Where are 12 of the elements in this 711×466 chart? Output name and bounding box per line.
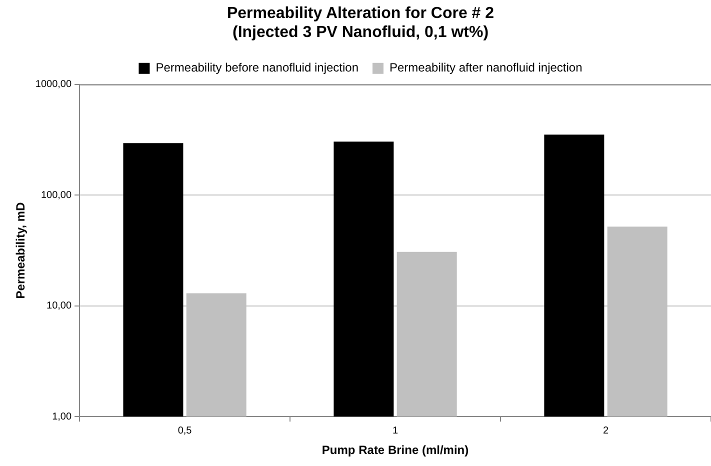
y-axis-title: Permeability, mD [14, 202, 28, 299]
y-tick-label: 100,00 [40, 190, 72, 201]
chart-title: Permeability Alteration for Core # 2 (Injected 3 PV Nanofluid, 0,1 wt%) [226, 5, 494, 42]
legend-label: Permeability after nanofluid injection [390, 60, 582, 75]
y-tick-label: 1,00 [52, 411, 72, 422]
x-axis-title: Pump Rate Brine (ml/min) [322, 443, 469, 458]
legend-label: Permeability before nanofluid injection [156, 60, 359, 75]
x-tick-label: 2 [602, 425, 609, 436]
y-tick-label: 10,00 [46, 300, 72, 312]
y-tick-label: 1000,00 [35, 79, 72, 90]
x-tick-label: 0,5 [178, 425, 192, 436]
x-tick-label: 1 [392, 425, 398, 436]
